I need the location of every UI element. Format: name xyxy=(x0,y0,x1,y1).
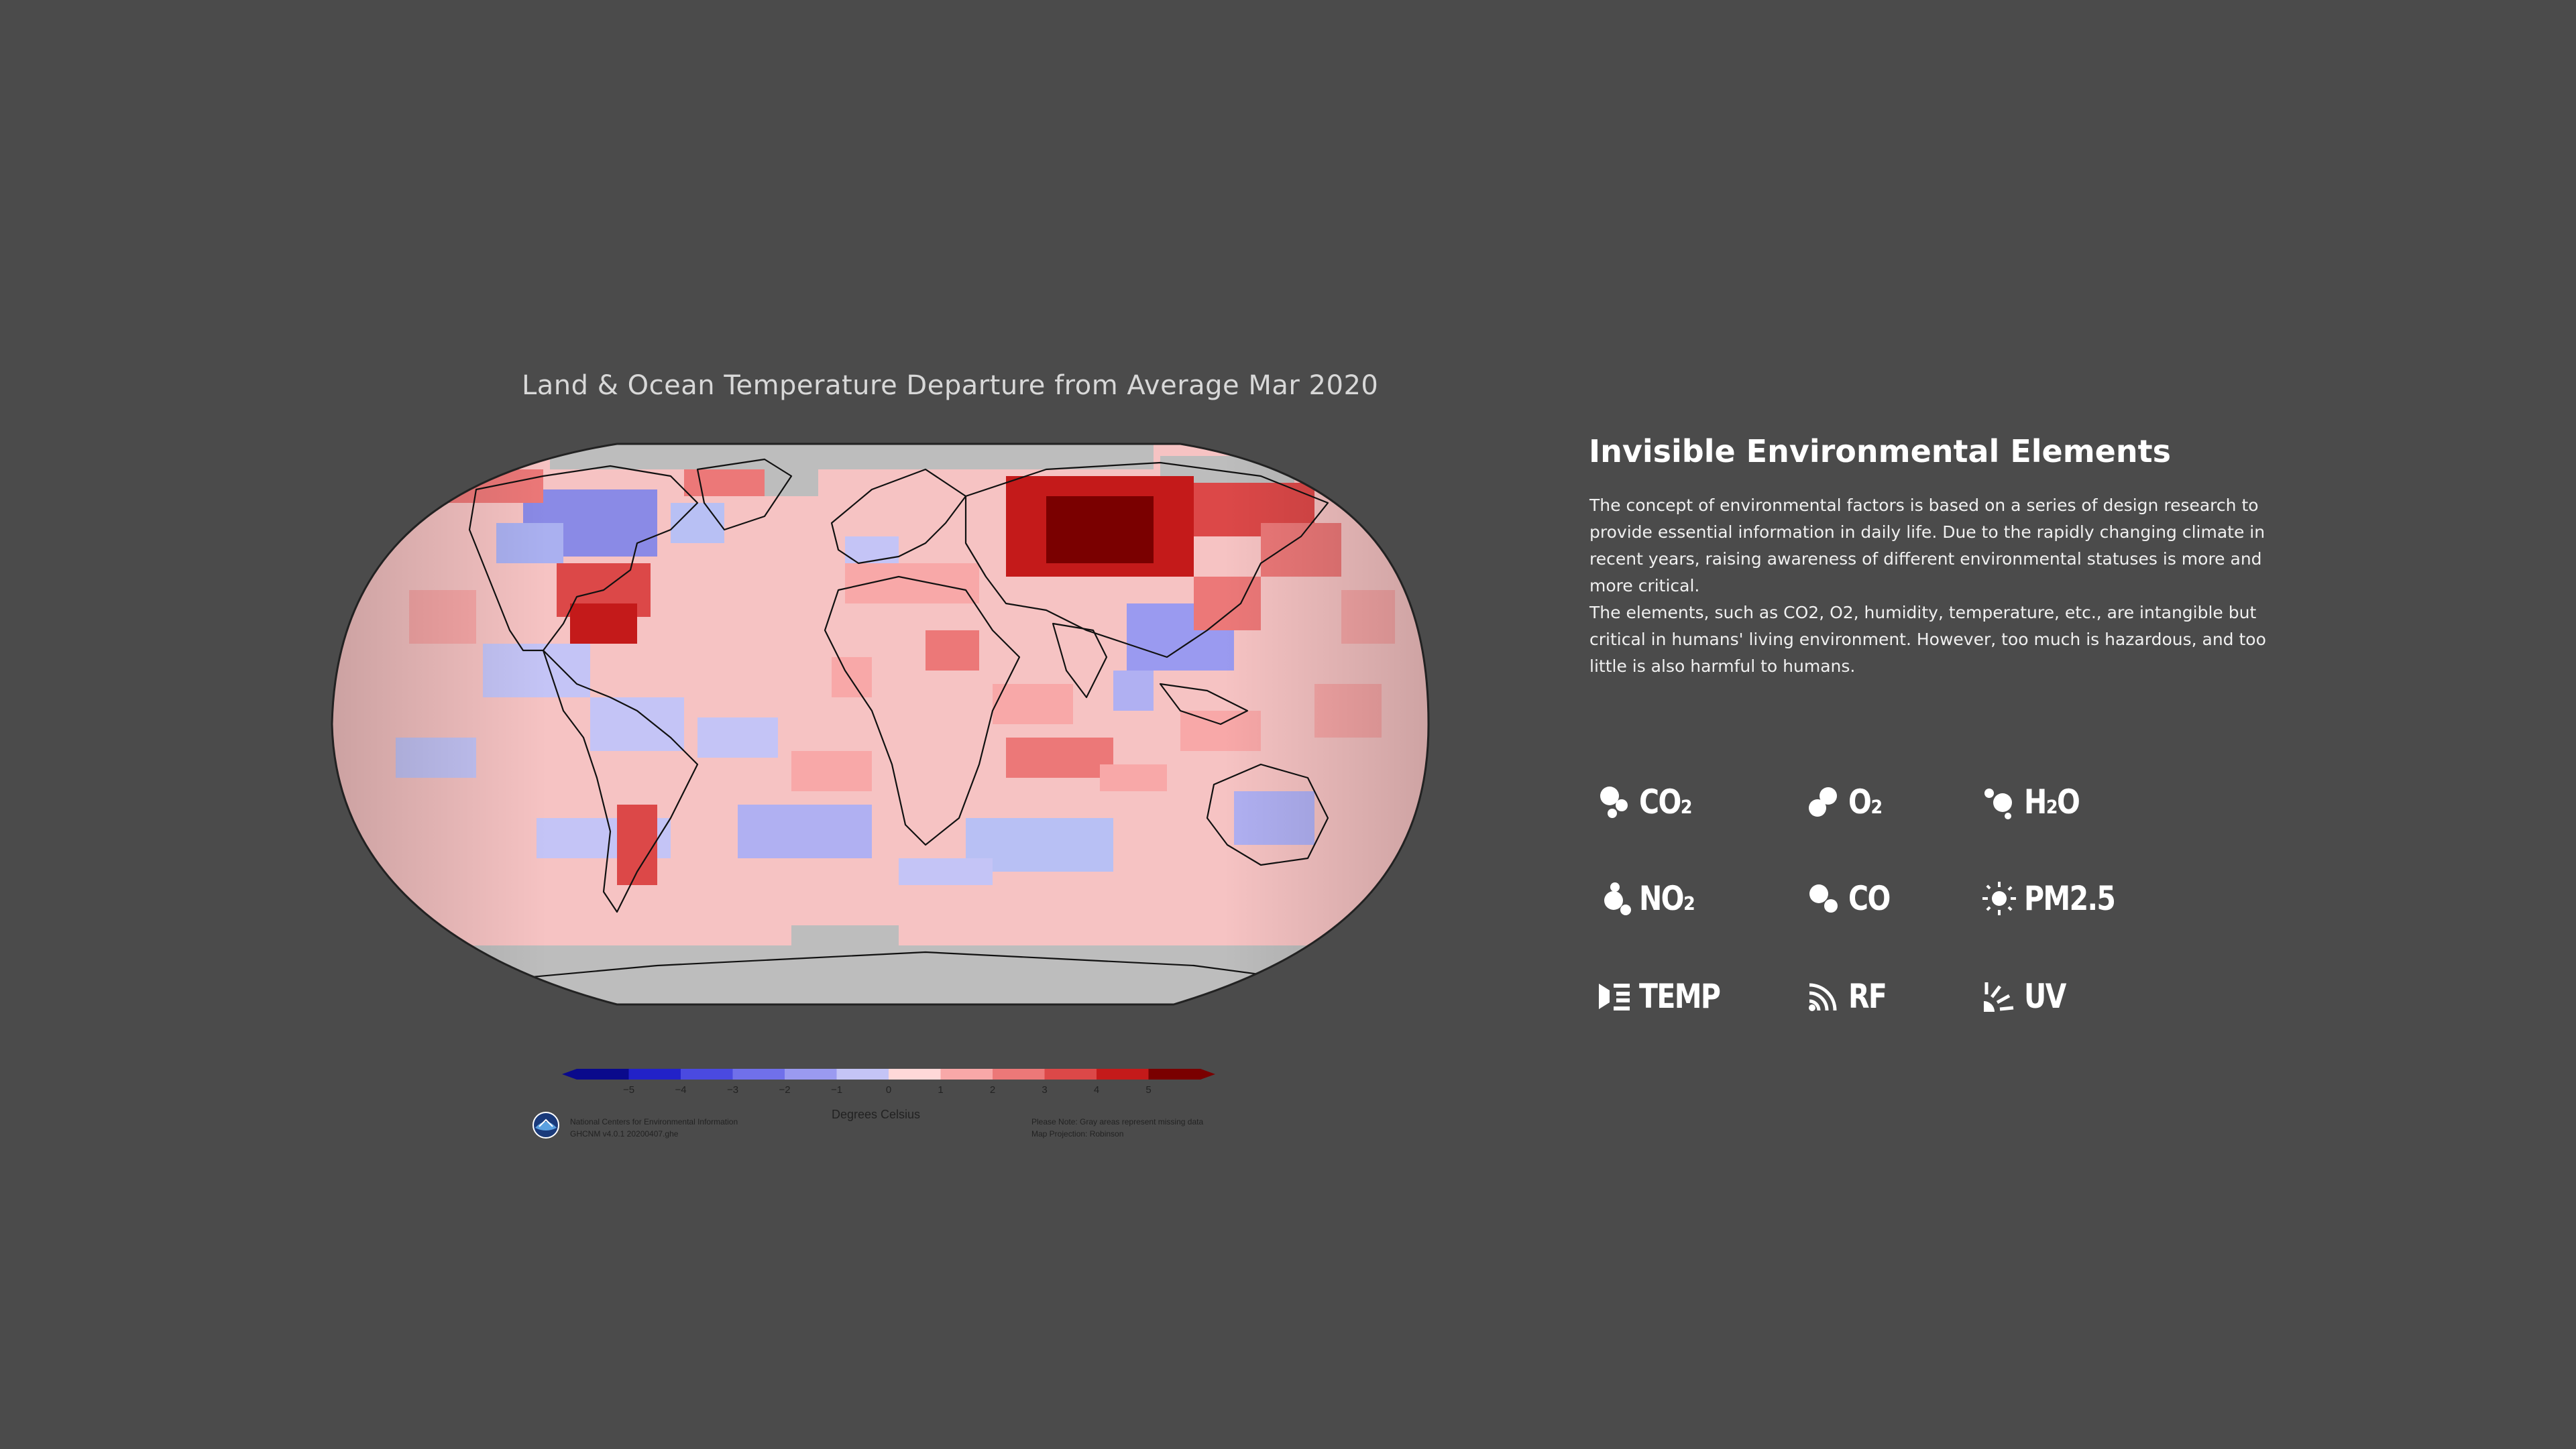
temperature-anomaly-map xyxy=(331,443,1430,1006)
no2-molecule-icon xyxy=(1604,882,1631,915)
legend-swatch xyxy=(1148,1069,1201,1080)
legend-tick-label: 2 xyxy=(990,1084,995,1096)
co2-molecule-icon xyxy=(1600,787,1628,818)
o2-molecule-icon xyxy=(1809,787,1837,817)
legend-axis-label: Degrees Celsius xyxy=(832,1108,921,1121)
info-paragraph-2: The elements, such as CO2, O2, humidity,… xyxy=(1589,603,2266,676)
legend-tick-label: −5 xyxy=(623,1084,634,1096)
legend-swatch xyxy=(577,1069,629,1080)
legend-tick-label: 4 xyxy=(1094,1084,1099,1096)
credit-line-projection: Map Projection: Robinson xyxy=(1031,1129,1124,1139)
element-label: CO xyxy=(1848,879,1891,918)
credit-line-agency: National Centers for Environmental Infor… xyxy=(570,1117,738,1126)
legend-tick-label: 1 xyxy=(938,1084,943,1096)
legend-swatch xyxy=(628,1069,681,1080)
legend-swatch xyxy=(836,1069,889,1080)
element-o2: O₂ xyxy=(1805,775,1889,829)
credit-line-missing-data: Please Note: Gray areas represent missin… xyxy=(1031,1117,1204,1126)
element-pm25: PM2.5 xyxy=(1981,872,2135,925)
legend-swatch xyxy=(889,1069,941,1080)
legend-arrow-low xyxy=(562,1069,577,1080)
legend-swatch xyxy=(940,1069,993,1080)
legend-swatch xyxy=(1044,1069,1097,1080)
legend-tick-label: −1 xyxy=(831,1084,842,1096)
element-rf: RF xyxy=(1805,970,1895,1023)
element-h2o: H₂O xyxy=(1981,775,2091,829)
info-body: The concept of environmental factors is … xyxy=(1589,492,2287,680)
credit-line-dataset: GHCNM v4.0.1 20200407.ghe xyxy=(570,1129,679,1139)
element-label: UV xyxy=(2024,977,2066,1016)
legend-swatch xyxy=(681,1069,733,1080)
thermometer-icon xyxy=(1599,984,1630,1010)
legend-swatch xyxy=(732,1069,785,1080)
color-scale-bar: −5 −4 −3 −2 −1 0 1 2 3 4 5 xyxy=(562,1069,1215,1096)
legend-arrow-high xyxy=(1200,1069,1215,1080)
element-temp: TEMP xyxy=(1596,970,1738,1023)
element-label: PM2.5 xyxy=(2024,879,2116,918)
legend-tick-label: −3 xyxy=(727,1084,738,1096)
element-label: CO₂ xyxy=(1639,783,1693,821)
element-co2: CO₂ xyxy=(1596,775,1703,829)
legend-swatch xyxy=(1097,1069,1149,1080)
element-co: CO xyxy=(1805,872,1899,925)
legend-tick-label: 3 xyxy=(1042,1084,1047,1096)
map-title: Land & Ocean Temperature Departure from … xyxy=(522,370,1379,401)
legend-tick-label: 5 xyxy=(1145,1084,1151,1096)
noaa-logo-icon xyxy=(533,1112,559,1139)
element-label: RF xyxy=(1848,977,1887,1016)
element-uv: UV xyxy=(1981,970,2074,1023)
element-no2: NO₂ xyxy=(1596,872,1706,925)
radio-waves-icon xyxy=(1809,983,1837,1011)
element-label: H₂O xyxy=(2024,783,2080,821)
legend-swatch xyxy=(785,1069,837,1080)
element-label: NO₂ xyxy=(1639,879,1695,918)
legend-tick-label: 0 xyxy=(886,1084,891,1096)
legend-tick-label: −2 xyxy=(779,1084,790,1096)
h2o-molecule-icon xyxy=(1984,789,2012,819)
info-paragraph-1: The concept of environmental factors is … xyxy=(1589,496,2265,595)
credit-right: Please Note: Gray areas represent missin… xyxy=(1031,1116,1203,1140)
legend-swatch xyxy=(993,1069,1045,1080)
co-molecule-icon xyxy=(1809,884,1838,913)
pm25-particle-icon xyxy=(1982,882,2016,915)
sun-rays-icon xyxy=(1984,982,2014,1012)
color-legend: −5 −4 −3 −2 −1 0 1 2 3 4 5 National Centers for En… xyxy=(530,1059,1241,1140)
element-label: O₂ xyxy=(1848,783,1883,821)
legend-tick-label: −4 xyxy=(675,1084,686,1096)
element-label: TEMP xyxy=(1639,977,1721,1016)
info-title: Invisible Environmental Elements xyxy=(1589,433,2171,469)
